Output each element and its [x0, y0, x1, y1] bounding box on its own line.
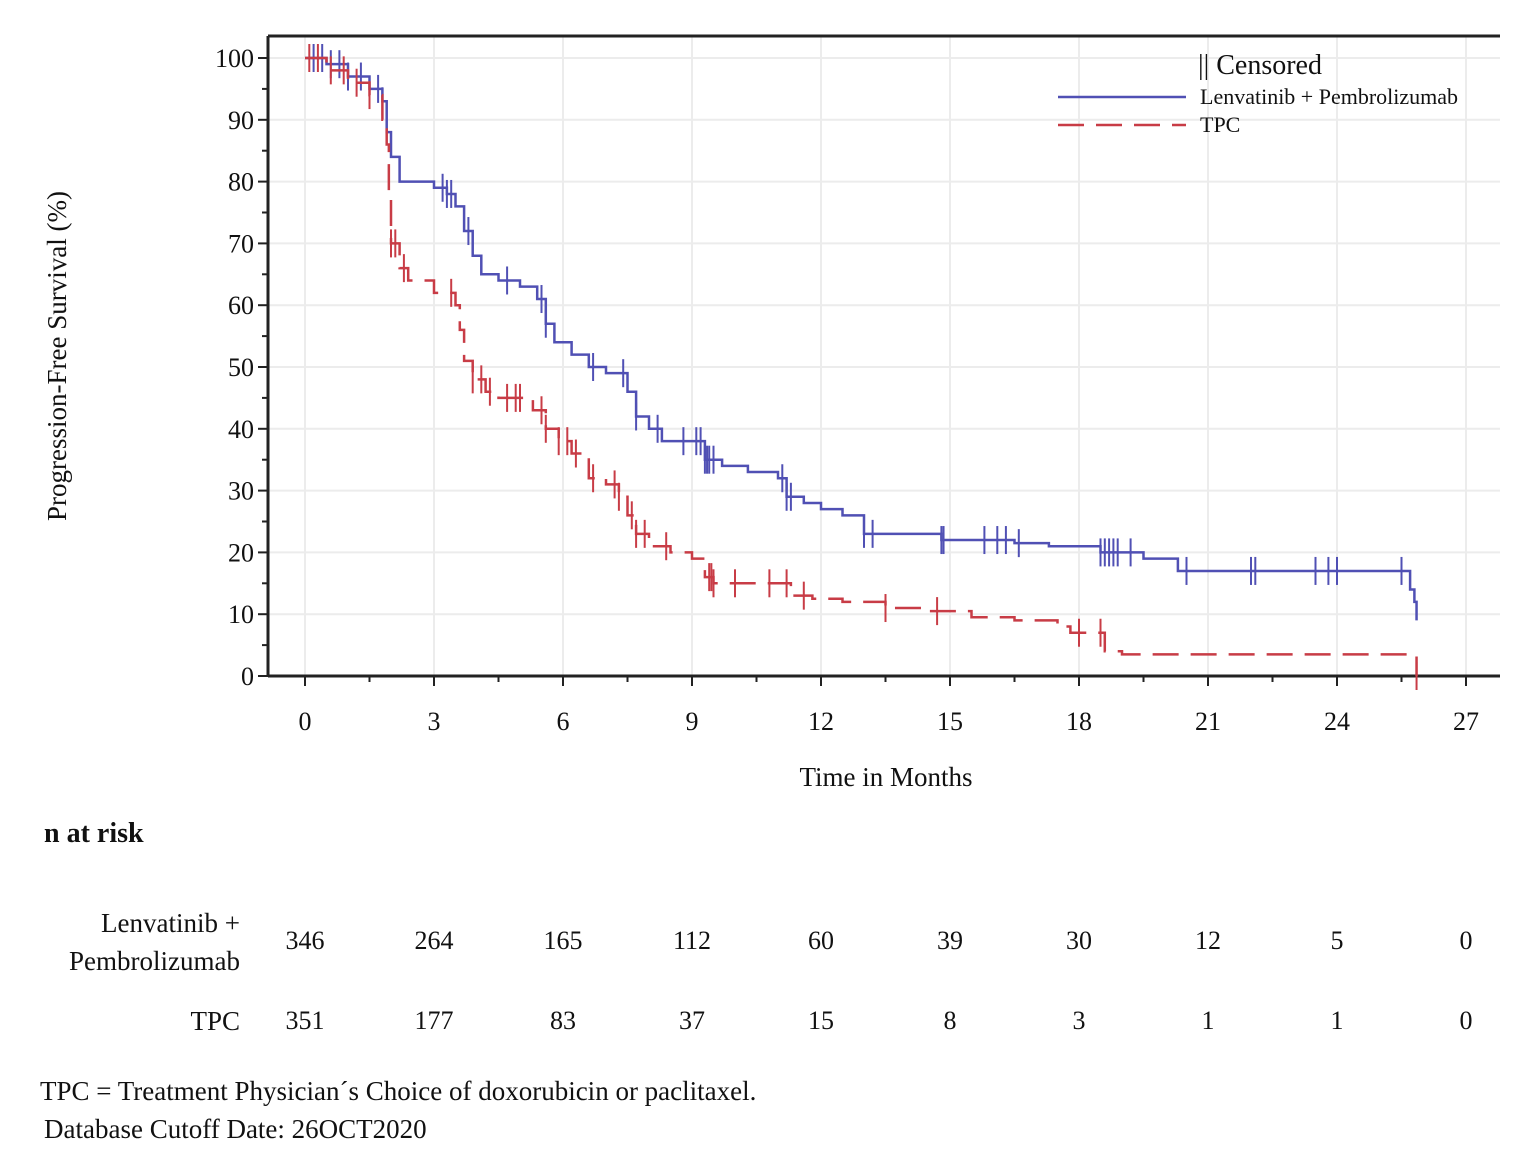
risk-cell: 0 [1459, 926, 1473, 955]
risk-row-label-line: Pembrolizumab [69, 946, 240, 976]
risk-cell: 3 [1072, 1006, 1086, 1035]
x-tick-label: 12 [808, 707, 834, 736]
y-axis-title: Progression-Free Survival (%) [42, 191, 72, 521]
risk-row-label: TPC [20, 1002, 240, 1040]
risk-cell: 165 [543, 926, 583, 955]
risk-cell: 177 [414, 1006, 454, 1035]
x-tick-label: 24 [1324, 707, 1350, 736]
risk-cell: 12 [1195, 926, 1221, 955]
x-axis-title: Time in Months [799, 762, 972, 792]
risk-cell: 60 [808, 926, 834, 955]
risk-cell: 264 [414, 926, 454, 955]
legend-label-0: Lenvatinib + Pembrolizumab [1200, 84, 1458, 109]
x-tick-label: 9 [686, 707, 699, 736]
km-chart: 0 10 20 30 40 50 60 70 80 90 100 0 3 6 9 12 15 18 21 24 27 |… [42, 34, 1500, 792]
y-tick-label: 90 [228, 106, 254, 135]
y-tick-label: 80 [228, 168, 254, 197]
y-tick-label: 20 [228, 538, 254, 567]
series-layer [305, 44, 1418, 690]
legend: || Censored Lenvatinib + Pembrolizumab TPC [1058, 50, 1458, 137]
y-tick-label: 100 [215, 44, 254, 73]
risk-table-title: n at risk [44, 818, 144, 849]
risk-cell: 30 [1066, 926, 1092, 955]
x-tick-label: 6 [557, 707, 570, 736]
legend-censored-label: || Censored [1198, 50, 1322, 81]
y-tick-label: 0 [241, 662, 254, 691]
risk-cell: 37 [679, 1006, 705, 1035]
risk-row-label-line: TPC [190, 1006, 240, 1036]
footnote-tpc: TPC = Treatment Physician´s Choice of do… [40, 1076, 757, 1106]
x-tick-label: 21 [1195, 707, 1221, 736]
risk-cell: 8 [943, 1006, 957, 1035]
x-tick-label: 18 [1066, 707, 1092, 736]
x-tick-label: 27 [1453, 707, 1479, 736]
x-tick-label: 15 [937, 707, 963, 736]
y-tick-label: 70 [228, 229, 254, 258]
y-tick-label: 40 [228, 415, 254, 444]
risk-cell: 5 [1330, 926, 1344, 955]
footnote-cutoff: Database Cutoff Date: 26OCT2020 [44, 1114, 427, 1144]
risk-cell: 346 [285, 926, 325, 955]
risk-row-label-line: Lenvatinib + [101, 908, 240, 938]
y-tick-label: 30 [228, 477, 254, 506]
risk-cell: 1 [1201, 1006, 1215, 1035]
y-tick-label: 50 [228, 353, 254, 382]
risk-row-label: Lenvatinib + Pembrolizumab [20, 904, 240, 980]
risk-cell: 39 [937, 926, 963, 955]
risk-cell: 15 [808, 1006, 834, 1035]
risk-cell: 351 [285, 1006, 325, 1035]
risk-cell: 112 [672, 926, 712, 955]
legend-label-1: TPC [1200, 112, 1240, 137]
risk-cell: 83 [550, 1006, 576, 1035]
risk-cell: 0 [1459, 1006, 1473, 1035]
risk-cell: 1 [1330, 1006, 1344, 1035]
x-tick-label: 0 [299, 707, 312, 736]
y-tick-label: 10 [228, 600, 254, 629]
y-tick-label: 60 [228, 291, 254, 320]
series-line-0 [305, 56, 1418, 621]
x-tick-label: 3 [428, 707, 441, 736]
axes-layer: 0 10 20 30 40 50 60 70 80 90 100 0 3 6 9 12 15 18 21 24 27 [215, 34, 1500, 736]
